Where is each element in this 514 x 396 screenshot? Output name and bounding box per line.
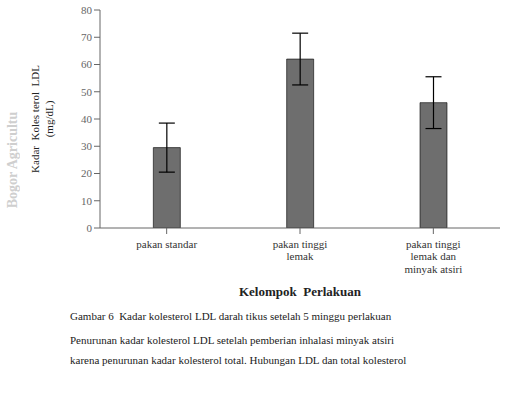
svg-text:80: 80 [81,4,93,16]
html-text:Kadar Koles terol LDL (mg/dL): Kadar Koles terol LDL (mg/dL) [29,65,55,173]
html-text:Kelompok Perlakuan: Kelompok Perlakuan [239,284,361,299]
svg-text:40: 40 [81,113,93,125]
html-text:Gambar 6 Kadar kolesterol LDL: Gambar 6 Kadar kolesterol LDL darah tiku… [70,310,392,322]
html-text:karena penurunan kadar koleste: karena penurunan kadar kolesterol total.… [70,354,407,366]
svg-text:70: 70 [81,31,93,43]
svg-text:30: 30 [81,140,93,152]
svg-text:pakan tinggilemak danminyak at: pakan tinggilemak danminyak atsiri [404,238,462,275]
svg-text:pakan standar: pakan standar [136,238,197,250]
html-text:Bogor Agricultu: Bogor Agricultu [5,111,20,209]
svg-text:0: 0 [87,222,93,234]
html-text:Penurunan kadar kolesterol LDL: Penurunan kadar kolesterol LDL setelah p… [70,334,394,346]
svg-text:10: 10 [81,195,93,207]
svg-text:20: 20 [81,167,93,179]
svg-text:60: 60 [81,58,93,70]
svg-text:pakan tinggilemak: pakan tinggilemak [273,238,328,263]
svg-text:50: 50 [81,86,93,98]
